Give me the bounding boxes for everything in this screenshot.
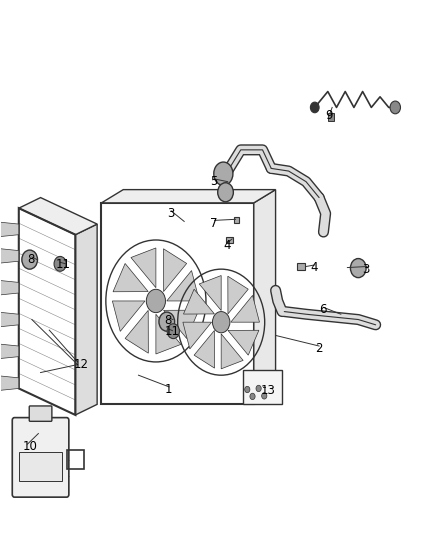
Polygon shape	[221, 334, 243, 369]
Polygon shape	[0, 221, 19, 237]
Polygon shape	[234, 216, 240, 223]
Text: 10: 10	[23, 440, 38, 453]
Circle shape	[261, 393, 267, 399]
Polygon shape	[131, 248, 156, 288]
Polygon shape	[19, 198, 97, 235]
Text: 8: 8	[165, 314, 172, 327]
Polygon shape	[75, 224, 97, 415]
Polygon shape	[254, 190, 276, 405]
Polygon shape	[0, 375, 19, 391]
Polygon shape	[0, 248, 19, 264]
Polygon shape	[199, 276, 221, 311]
Circle shape	[22, 250, 38, 269]
Circle shape	[256, 385, 261, 392]
Text: 5: 5	[210, 175, 218, 188]
Circle shape	[350, 259, 366, 278]
Polygon shape	[184, 289, 215, 314]
Text: 1: 1	[165, 383, 172, 396]
Text: 4: 4	[311, 261, 318, 274]
Polygon shape	[231, 295, 259, 322]
Text: 13: 13	[260, 384, 275, 397]
Text: 3: 3	[167, 207, 174, 220]
Text: 6: 6	[319, 303, 327, 317]
Polygon shape	[113, 301, 145, 332]
FancyBboxPatch shape	[19, 452, 62, 481]
Circle shape	[167, 324, 180, 338]
Polygon shape	[167, 271, 199, 301]
Polygon shape	[125, 310, 148, 353]
FancyBboxPatch shape	[29, 406, 52, 421]
Polygon shape	[228, 276, 248, 314]
Text: 11: 11	[56, 259, 71, 271]
Polygon shape	[0, 312, 19, 327]
Circle shape	[218, 183, 233, 202]
Circle shape	[214, 162, 233, 185]
Polygon shape	[228, 330, 259, 355]
Text: 3: 3	[363, 263, 370, 276]
Polygon shape	[226, 237, 233, 243]
Polygon shape	[0, 343, 19, 359]
Polygon shape	[297, 263, 305, 270]
Polygon shape	[163, 310, 199, 338]
Polygon shape	[183, 322, 212, 349]
Polygon shape	[163, 249, 187, 292]
Polygon shape	[194, 330, 215, 368]
Circle shape	[311, 102, 319, 113]
Polygon shape	[328, 113, 334, 120]
Circle shape	[212, 312, 230, 333]
Polygon shape	[113, 263, 148, 292]
Polygon shape	[156, 314, 181, 354]
Bar	[243, 370, 282, 405]
Polygon shape	[0, 280, 19, 296]
Circle shape	[390, 101, 400, 114]
Text: 8: 8	[28, 253, 35, 266]
Text: 9: 9	[325, 109, 333, 123]
Circle shape	[245, 386, 250, 393]
Text: 7: 7	[210, 216, 218, 230]
FancyBboxPatch shape	[12, 418, 69, 497]
Polygon shape	[102, 190, 276, 203]
Circle shape	[54, 256, 66, 271]
Circle shape	[159, 312, 175, 331]
Text: 4: 4	[223, 239, 231, 252]
Circle shape	[250, 393, 255, 400]
Text: 11: 11	[165, 325, 180, 338]
Circle shape	[146, 289, 166, 313]
Text: 2: 2	[315, 342, 322, 355]
Text: 12: 12	[73, 358, 88, 371]
